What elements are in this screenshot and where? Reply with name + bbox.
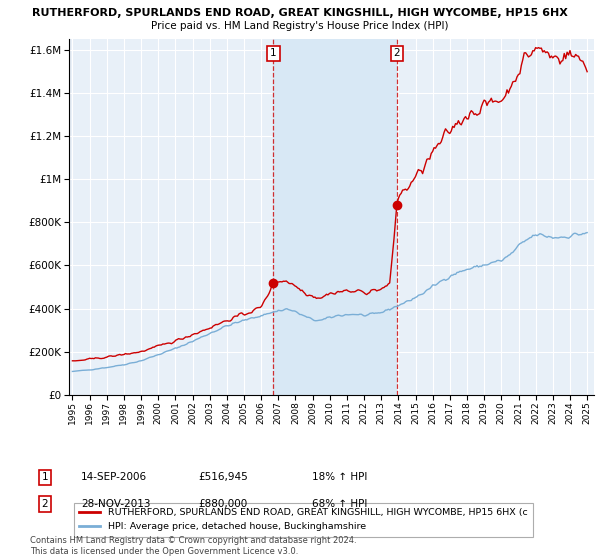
Text: 14-SEP-2006: 14-SEP-2006	[81, 472, 147, 482]
Legend: RUTHERFORD, SPURLANDS END ROAD, GREAT KINGSHILL, HIGH WYCOMBE, HP15 6HX (c, HPI:: RUTHERFORD, SPURLANDS END ROAD, GREAT KI…	[74, 503, 533, 536]
Text: 2: 2	[394, 48, 400, 58]
Text: 2: 2	[41, 499, 49, 509]
Text: 1: 1	[270, 48, 277, 58]
Text: 18% ↑ HPI: 18% ↑ HPI	[312, 472, 367, 482]
Text: Price paid vs. HM Land Registry's House Price Index (HPI): Price paid vs. HM Land Registry's House …	[151, 21, 449, 31]
Text: 28-NOV-2013: 28-NOV-2013	[81, 499, 151, 509]
Text: Contains HM Land Registry data © Crown copyright and database right 2024.
This d: Contains HM Land Registry data © Crown c…	[30, 536, 356, 556]
Bar	[274, 39, 397, 395]
Text: RUTHERFORD, SPURLANDS END ROAD, GREAT KINGSHILL, HIGH WYCOMBE, HP15 6HX: RUTHERFORD, SPURLANDS END ROAD, GREAT KI…	[32, 8, 568, 18]
Text: £516,945: £516,945	[198, 472, 248, 482]
Text: £880,000: £880,000	[198, 499, 247, 509]
Text: 1: 1	[41, 472, 49, 482]
Text: 68% ↑ HPI: 68% ↑ HPI	[312, 499, 367, 509]
